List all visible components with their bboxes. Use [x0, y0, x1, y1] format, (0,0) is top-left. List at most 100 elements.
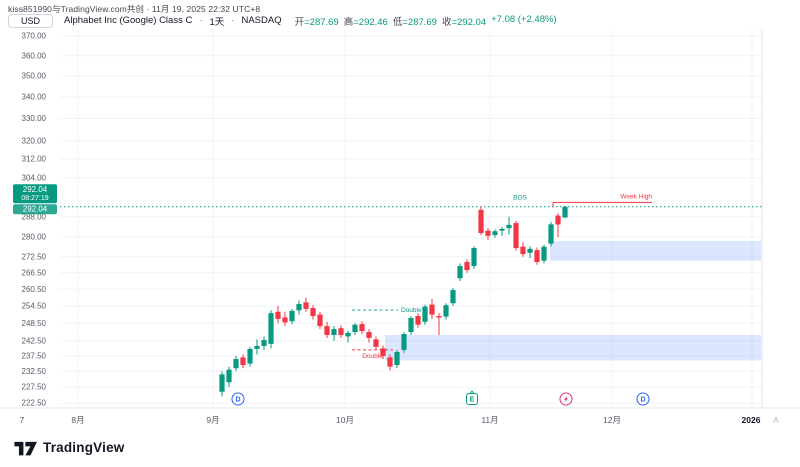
grid: [60, 30, 762, 408]
bos-label: BOS: [513, 195, 527, 202]
candle-body: [401, 334, 407, 350]
candle-body: [415, 316, 421, 325]
price-tick-label: 360.00: [22, 51, 47, 60]
ohlc-readout: 开=287.69 高=292.46 低=287.69 收=292.04 +7.0…: [295, 14, 557, 28]
candle-body: [478, 209, 484, 234]
time-tick-label: 12月: [603, 415, 621, 425]
candle-body: [555, 215, 561, 225]
close-value: =292.04: [451, 16, 487, 28]
candle-body: [254, 345, 260, 349]
candle-body: [303, 302, 309, 309]
candle-body: [380, 348, 386, 356]
price-axis[interactable]: 370.00 360.00 350.00 340.00 330.00 320.00 312.…: [22, 32, 47, 408]
price-tick-label: 254.50: [22, 302, 47, 311]
candles: [219, 205, 568, 397]
price-tick-label: 272.50: [22, 252, 47, 261]
zone-bands[interactable]: [385, 241, 761, 361]
event-icon-earnings[interactable]: E: [466, 390, 478, 405]
candle-body: [317, 314, 323, 327]
candle-body: [562, 206, 568, 218]
price-tick-label: 320.00: [22, 136, 47, 145]
price-tick-label: 242.50: [22, 336, 47, 345]
candle-body: [541, 246, 547, 261]
price-tick-label: 260.50: [22, 285, 47, 294]
low-label: 低: [392, 16, 403, 28]
svg-text:D: D: [235, 397, 240, 404]
change-value: +7.08 (+2.48%): [491, 13, 557, 25]
price-tick-label: 248.50: [22, 319, 47, 328]
time-tick-label: A: [773, 415, 779, 425]
candle-body: [373, 339, 379, 347]
symbol-header: USD Alphabet Inc (Google) Class C · 1天 ·…: [8, 13, 557, 28]
week-high-label: Week High: [620, 193, 652, 200]
candle-body: [492, 231, 498, 236]
price-tick-label: 288.00: [22, 212, 47, 221]
price-tick-label: 370.00: [22, 32, 47, 41]
candle-body: [527, 248, 533, 253]
price-zone-band[interactable]: [385, 334, 761, 361]
price-tick-label: 350.00: [22, 72, 47, 81]
candle-body: [394, 351, 400, 366]
candle-body: [548, 224, 554, 244]
candle-body: [226, 369, 232, 383]
price-tick-label: 330.00: [22, 114, 47, 123]
candle-body: [289, 310, 295, 322]
candle-body: [345, 332, 351, 337]
drawings[interactable]: Double Double Week High BOS: [60, 193, 762, 360]
time-tick-label: 2026: [742, 415, 761, 425]
candle-body: [485, 230, 491, 236]
candle-body: [429, 304, 435, 315]
drawing-label: Double: [401, 307, 422, 314]
svg-text:E: E: [470, 397, 475, 404]
candle-body: [324, 326, 330, 335]
time-tick-label: 7: [20, 415, 25, 425]
bar-countdown: 08:27:19: [21, 195, 48, 202]
time-tick-label: 10月: [336, 415, 354, 425]
price-tick-label: 266.50: [22, 268, 47, 277]
time-axis[interactable]: 7 8月 9月 10月 11月 12月 2026 A: [20, 415, 780, 425]
attribution-line: kiss851990与TradingView.com共创 · 11月 19, 2…: [8, 3, 260, 15]
close-label: 收: [441, 16, 452, 28]
candle-body: [352, 324, 358, 333]
candle-body: [513, 223, 519, 249]
candle-body: [233, 358, 239, 369]
exchange-label: NASDAQ: [241, 15, 282, 26]
interval-label[interactable]: 1天: [209, 16, 225, 28]
tradingview-logo[interactable]: TradingView: [14, 438, 124, 456]
candle-body: [296, 304, 302, 311]
price-zone-band[interactable]: [550, 241, 761, 261]
candle-body: [450, 290, 456, 304]
candle-body: [436, 316, 442, 318]
price-tick-label: 232.50: [22, 367, 47, 376]
currency-button[interactable]: USD: [8, 13, 54, 28]
candle-body: [282, 317, 288, 323]
candle-body: [359, 324, 365, 332]
candle-body: [499, 228, 505, 231]
candle-body: [219, 374, 225, 392]
candle-body: [443, 305, 449, 317]
separator-dot: ·: [231, 15, 235, 26]
time-tick-label: 11月: [481, 415, 498, 425]
candle-body: [471, 248, 477, 267]
event-icon-dividend[interactable]: D: [231, 392, 245, 406]
price-line-label: 292.04: [23, 205, 48, 214]
price-tick-label: 237.50: [22, 352, 47, 361]
candle-body: [464, 262, 470, 271]
drawing-label: Double: [362, 353, 383, 360]
price-tick-label: 222.50: [22, 399, 47, 408]
event-icon-alert[interactable]: [559, 392, 573, 406]
event-icon-dividend[interactable]: D: [636, 392, 650, 406]
candle-body: [408, 318, 414, 333]
candle-body: [247, 348, 253, 364]
candle-body: [506, 224, 512, 229]
tradingview-logo-text: TradingView: [43, 439, 125, 455]
lightning-icon: [564, 395, 568, 403]
attribution-text: kiss851990与TradingView.com共创 · 11月 19, 2…: [8, 4, 261, 14]
candle-body: [534, 250, 540, 263]
candle-body: [422, 306, 428, 322]
separator-dot: ·: [199, 15, 203, 26]
